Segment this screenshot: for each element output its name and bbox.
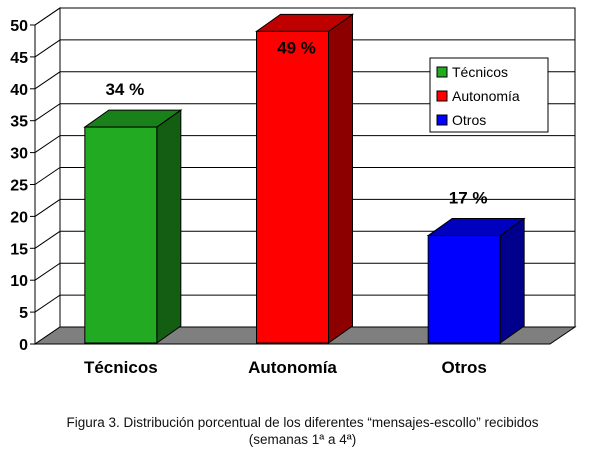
x-tick-label: Autonomía: [248, 358, 337, 377]
bar-front: [84, 126, 158, 344]
gridline: [34, 7, 575, 26]
caption-line-2: (semanas 1ª a 4ª): [248, 432, 357, 447]
y-tick-label: 30: [10, 146, 28, 163]
gridline: [34, 71, 575, 90]
gridline: [34, 198, 575, 217]
caption-line-1: Figura 3. Distribución porcentual de los…: [66, 415, 539, 430]
bar-side: [328, 13, 353, 344]
data-label: 34 %: [105, 80, 144, 99]
y-tick-label: 25: [10, 178, 28, 195]
bar-front: [256, 30, 329, 344]
bar: [254, 13, 355, 344]
gridline: [34, 230, 575, 249]
x-tick-label: Técnicos: [84, 358, 158, 377]
y-tick-label: 20: [10, 209, 28, 226]
data-label: 49 %: [277, 38, 316, 57]
legend-swatch: [436, 66, 448, 78]
gridline: [34, 294, 575, 313]
bar-side: [499, 217, 525, 344]
y-tick-label: 40: [10, 82, 28, 99]
figure-caption: Figura 3. Distribución porcentual de los…: [0, 414, 605, 448]
y-tick-label: 10: [10, 273, 28, 290]
gridline: [34, 39, 575, 58]
bar-chart: 0 5 10 15 20 25 30 35 40 45 50 34 % Técnicos 49 % Auto…: [10, 7, 577, 377]
data-label: 17 %: [449, 189, 488, 208]
gridline: [34, 135, 575, 154]
legend-label: Otros: [452, 112, 486, 128]
legend-swatch: [436, 114, 448, 126]
bar-side: [156, 109, 182, 344]
gridline: [34, 262, 575, 281]
gridline: [34, 103, 575, 122]
y-tick-label: 45: [10, 50, 28, 67]
legend-swatch: [436, 90, 448, 102]
x-tick-label: Otros: [441, 358, 486, 377]
legend: [429, 57, 549, 133]
bar-front: [427, 235, 501, 344]
legend-label: Autonomía: [452, 88, 520, 104]
y-tick-label: 35: [10, 114, 28, 131]
y-tick-label: 5: [19, 305, 28, 322]
legend-label: Técnicos: [452, 64, 508, 80]
bar: [83, 109, 183, 344]
y-tick-label: 15: [10, 241, 28, 258]
y-tick-label: 0: [19, 337, 28, 354]
bar: [426, 217, 526, 344]
gridline: [34, 167, 575, 185]
y-tick-label: 50: [10, 18, 28, 35]
